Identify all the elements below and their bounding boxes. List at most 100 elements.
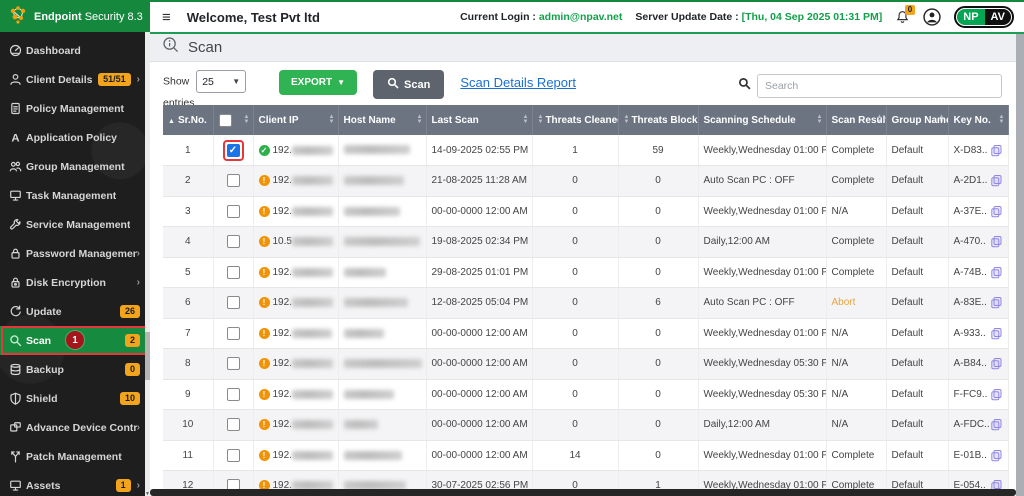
copy-key-icon[interactable] <box>990 327 1003 340</box>
scanning-schedule-cell: Auto Scan PC : OFF <box>698 165 827 197</box>
scan-button[interactable]: Scan <box>373 70 445 99</box>
redacted-host-name <box>343 176 404 186</box>
copy-key-icon[interactable] <box>990 296 1003 309</box>
sidebar-item-service-management[interactable]: Service Management <box>0 210 150 239</box>
sidebar-item-client-details[interactable]: Client Details 51/51 › <box>0 65 150 94</box>
hamburger-menu-icon[interactable]: ≡ <box>162 8 171 26</box>
sidebar-item-password-management[interactable]: Password Management › <box>0 239 150 268</box>
molecule-logo-icon <box>8 5 28 30</box>
npav-logo[interactable]: NP AV <box>954 6 1014 28</box>
page-size-select[interactable]: 25 ▼ <box>196 70 247 93</box>
copy-key-icon[interactable] <box>990 388 1003 401</box>
sidebar-item-task-management[interactable]: Task Management <box>0 181 150 210</box>
ip-prefix: 192. <box>272 144 292 156</box>
page-title: Scan <box>188 39 223 56</box>
redacted-ip <box>291 328 332 338</box>
sidebar-item-scan[interactable]: Scan 2 1 <box>0 326 150 355</box>
client-ip-cell: ! 192. <box>253 287 339 319</box>
vertical-scrollbar-thumb[interactable] <box>1016 34 1024 496</box>
row-checkbox[interactable] <box>226 326 240 340</box>
status-warning-icon: ! <box>258 297 270 309</box>
copy-key-icon[interactable] <box>990 266 1003 279</box>
column-header-key-no[interactable]: Key No. ▲ ▼ <box>948 105 1009 135</box>
sidebar-item-advance-device-control[interactable]: Advance Device Control › <box>0 413 150 442</box>
row-checkbox[interactable] <box>226 387 240 401</box>
sidebar-item-update[interactable]: Update 26 <box>0 297 150 326</box>
sidebar-scrollbar-down-arrow[interactable]: ▼ <box>145 491 150 496</box>
sidebar-item-shield[interactable]: Shield 10 <box>0 384 150 413</box>
scan-result-cell: Complete <box>826 257 887 288</box>
row-checkbox[interactable] <box>226 265 240 279</box>
column-header-client-ip[interactable]: Client IP ▲ ▼ <box>253 105 339 135</box>
column-label: Host Name <box>343 114 396 126</box>
row-checkbox[interactable] <box>226 296 240 310</box>
threats-cleaned-cell: 0 <box>532 318 619 349</box>
checkbox-cell <box>213 409 254 441</box>
search-input[interactable] <box>757 74 1002 98</box>
column-header-group-name[interactable]: Group Name ▲ ▼ <box>886 105 949 135</box>
row-checkbox[interactable]: ✓ <box>226 143 240 157</box>
sidebar-item-application-policy[interactable]: A Application Policy <box>0 123 150 152</box>
scanning-schedule-cell: Daily,12:00 AM <box>698 226 827 258</box>
sr-no-cell: 4 <box>163 226 214 258</box>
sidebar-item-group-management[interactable]: Group Management <box>0 152 150 181</box>
column-header-threats-cleaned[interactable]: ▲ ▼ Threats Cleaned <box>532 105 619 135</box>
sidebar-item-policy-management[interactable]: Policy Management <box>0 94 150 123</box>
sidebar-scrollbar[interactable]: ▼ <box>145 32 150 496</box>
row-checkbox[interactable] <box>226 357 240 371</box>
vertical-scrollbar[interactable] <box>1016 34 1024 496</box>
ip-prefix: 192. <box>272 266 292 278</box>
key-no-cell: A-83E.. <box>948 287 1009 319</box>
sidebar-item-label: Policy Management <box>26 102 125 115</box>
row-checkbox[interactable] <box>226 448 240 462</box>
column-header-sr-no[interactable]: ▲ Sr.No. <box>163 105 214 135</box>
sidebar-scrollbar-thumb[interactable] <box>145 332 150 380</box>
checkbox-cell <box>213 196 254 227</box>
sidebar-count-badge: 0 <box>124 363 140 376</box>
checkbox-cell <box>213 379 254 410</box>
column-header-select-all[interactable]: ▲ ▼ <box>213 105 254 135</box>
column-header-scanning-schedule[interactable]: Scanning Schedule ▲ ▼ <box>698 105 827 135</box>
select-all-checkbox[interactable] <box>218 113 232 127</box>
sidebar-item-disk-encryption[interactable]: Disk Encryption › <box>0 268 150 297</box>
main-content: Show 25 ▼ entries EXPORT ▼ Scan Scan Detai… <box>150 62 1016 496</box>
horizontal-scrollbar[interactable] <box>150 489 1016 496</box>
threats-cleaned-cell: 0 <box>532 165 619 197</box>
row-checkbox[interactable] <box>226 174 240 188</box>
column-header-scan-result[interactable]: Scan Result ▲ ▼ <box>826 105 887 135</box>
sr-no-cell: 8 <box>163 348 214 380</box>
copy-key-icon[interactable] <box>990 205 1003 218</box>
copy-key-icon[interactable] <box>990 174 1003 187</box>
key-no-cell: E-01B.. <box>948 440 1009 471</box>
sidebar-item-dashboard[interactable]: Dashboard <box>0 36 150 65</box>
column-header-host-name[interactable]: Host Name ▲ ▼ <box>338 105 427 135</box>
dashboard-icon <box>9 44 26 57</box>
sidebar-item-backup[interactable]: Backup 0 <box>0 355 150 384</box>
sidebar-item-patch-management[interactable]: Patch Management <box>0 442 150 471</box>
copy-key-icon[interactable] <box>990 144 1003 157</box>
row-checkbox[interactable] <box>226 235 240 249</box>
column-header-threats-blocked[interactable]: ▲▼Threats Blocked <box>618 105 699 135</box>
table-row: 4! 10.5 19-08-2025 02:34 PM 0 0 Daily,12:00 A… <box>163 226 1009 258</box>
export-button[interactable]: EXPORT ▼ <box>279 70 358 95</box>
user-avatar[interactable] <box>923 8 941 26</box>
scanning-schedule-cell: Weekly,Wednesday 01:00 PM <box>698 257 827 288</box>
row-checkbox[interactable] <box>226 204 240 218</box>
notification-bell-icon[interactable]: 0 <box>895 4 916 25</box>
key-value: A-74B.. <box>953 266 987 278</box>
status-warning-icon: ! <box>258 205 270 217</box>
assets-icon <box>9 479 26 492</box>
copy-key-icon[interactable] <box>990 357 1003 370</box>
copy-key-icon[interactable] <box>990 235 1003 248</box>
row-checkbox[interactable] <box>226 418 240 432</box>
scan-button-search-icon <box>387 77 399 92</box>
threats-cleaned-cell: 14 <box>532 440 619 471</box>
status-warning-icon: ! <box>258 419 270 431</box>
column-header-last-scan[interactable]: Last Scan ▲ ▼ <box>426 105 533 135</box>
backup-icon <box>9 363 26 376</box>
sidebar-item-assets[interactable]: Assets 1 › <box>0 471 150 496</box>
host-name-cell <box>338 257 427 288</box>
copy-key-icon[interactable] <box>990 449 1003 462</box>
scan-details-report-link[interactable]: Scan Details Report <box>460 75 576 90</box>
copy-key-icon[interactable] <box>990 418 1003 431</box>
